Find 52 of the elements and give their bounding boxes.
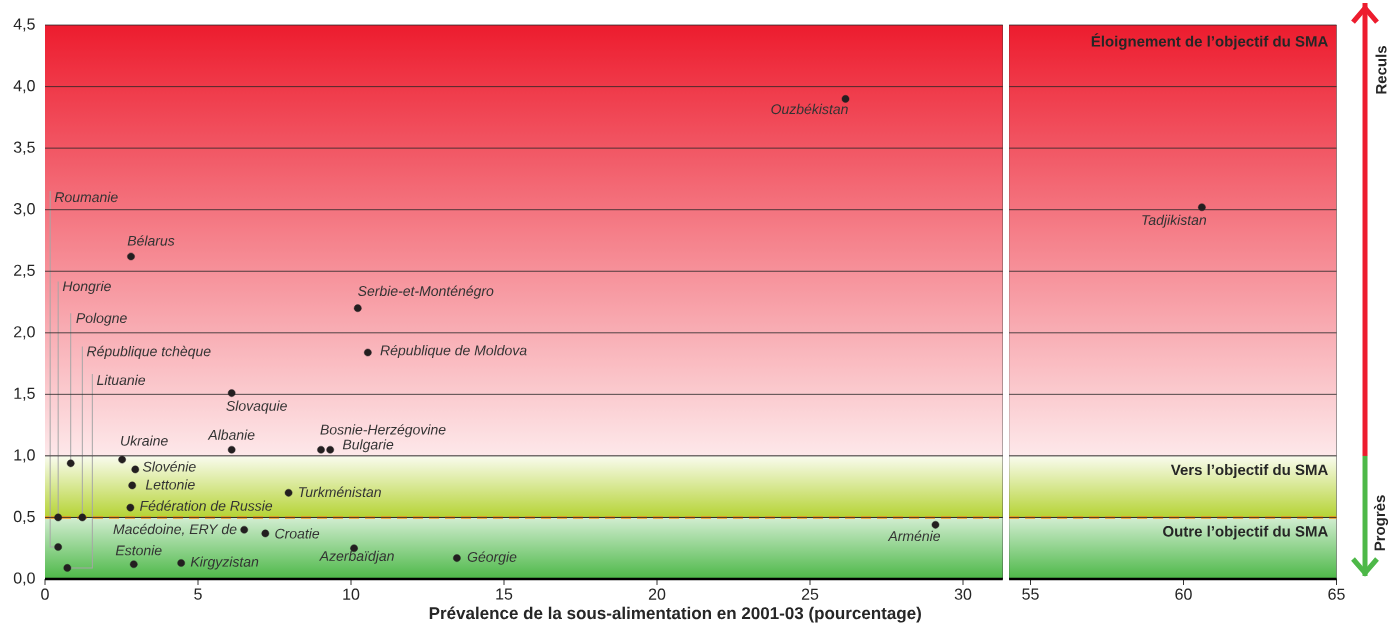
x-tick-label: 5 [194,588,202,600]
y-tick-label: 4,0 [13,80,35,94]
annotation: Tadjikistan [1142,214,1207,228]
text: Reculs [1375,46,1387,94]
y-tick-label: 4,5 [13,18,35,32]
annotation: Géorgie [467,551,517,565]
annotation: Kirgyzistan [190,556,259,570]
x-tick-label: 0 [41,588,49,600]
annotation: Lettonie [145,479,195,490]
x-tick-label: 20 [648,588,666,600]
y-tick-label: 1,0 [14,449,35,463]
x-tick-label: 25 [801,588,819,600]
annotation: Serbie-et-Monténégro [358,285,494,299]
x-tick-label: 65 [1328,588,1345,600]
band-label: Outre l’objectif du SMA [1163,525,1328,540]
annotation: Roumanie [54,191,118,203]
annotation: Turkménistan [299,486,381,498]
annotation: Bélarus [127,235,175,246]
annotation: Fédération de Russie [140,500,273,511]
annotation: Pologne [76,312,127,326]
band-label: Éloignement de l’objectif du SMA [1091,33,1328,50]
y-tick-label: 3,5 [13,141,35,155]
y-tick-label: 2,5 [14,264,35,278]
y-tick-label: 2,0 [14,326,35,340]
x-tick-label: 55 [1022,588,1039,600]
annotation: Estonie [115,545,162,556]
x-tick-label: 30 [954,588,972,600]
annotation: Slovénie [142,461,196,472]
annotation: Macédoine, ERY de [113,523,237,536]
x-axis-title: Prévalence de la sous-alimentation en 2001-03 (pourcentage) [429,606,921,623]
annotation: République de Moldova [380,344,527,359]
annotation: République tchèque [86,345,211,360]
annotation: Albanie [207,429,255,440]
text: Progrès [1373,495,1389,551]
x-tick-label: 15 [496,588,513,600]
y-tick-label: 1,5 [14,387,35,401]
annotation: Slovaquie [226,400,287,414]
annotation: Arménie [887,530,941,542]
y-tick-label: 3,0 [13,203,35,217]
annotation: Bulgarie [342,439,394,453]
annotation: Bosnie-Herzégovine [320,424,446,438]
x-tick-label: 60 [1175,588,1192,600]
y-tick-label: 0,5 [13,510,35,525]
annotation: Ouzbékistan [771,103,848,115]
band-label: Vers l’objectif du SMA [1170,464,1328,479]
y-tick-label: 0,0 [13,572,35,586]
annotation: Ukraine [121,435,168,446]
x-tick-label: 10 [343,588,360,600]
annotation: Hongrie [62,280,111,294]
annotation: Lituanie [96,374,146,386]
annotation: Croatie [275,528,320,539]
annotation: Azerbaïdjan [319,550,394,564]
